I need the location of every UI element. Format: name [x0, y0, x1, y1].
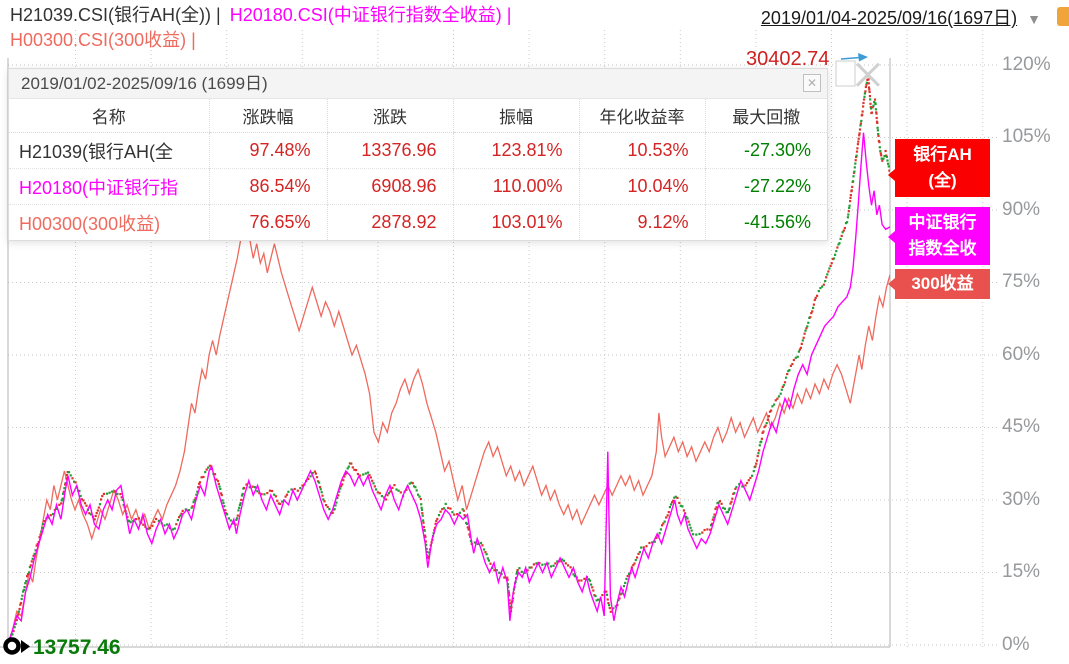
row-name: H21039(银行AH(全: [9, 132, 209, 169]
row-amplitude: 110.00%: [452, 168, 579, 205]
row-name: H20180(中证银行指: [9, 168, 209, 205]
y-axis-label-90: 90%: [1002, 199, 1041, 220]
stats-header-row: 名称 涨跌幅 涨跌 振幅 年化收益率 最大回撤: [9, 99, 827, 133]
col-change: 涨跌: [326, 99, 453, 133]
row-change-pct: 97.48%: [208, 132, 327, 169]
series-tag-csi-bank-tr: 中证银行 指数全收: [888, 207, 990, 265]
row-change: 13376.96: [326, 132, 453, 169]
max-arrow-icon: [840, 56, 861, 60]
row-amplitude: 123.81%: [452, 132, 579, 169]
min-value-label: 13757.46: [33, 636, 121, 659]
y-axis-label-105: 105%: [1002, 126, 1051, 147]
row-amplitude: 103.01%: [452, 204, 579, 240]
col-name: 名称: [9, 99, 209, 133]
row-change: 2878.92: [326, 204, 453, 240]
legend-h21039[interactable]: H21039.CSI(银行AH(全)) |: [10, 5, 221, 25]
series-300-return-line: [8, 219, 890, 646]
row-annualized: 10.53%: [578, 132, 705, 169]
stats-table: 名称 涨跌幅 涨跌 振幅 年化收益率 最大回撤 H21039(银行AH(全 97…: [9, 99, 827, 240]
series-tag-bank-ah: 银行AH (全): [888, 139, 990, 197]
y-axis-label-120: 120%: [1002, 54, 1051, 75]
max-point-marker: 30402.74: [746, 48, 881, 87]
col-annualized: 年化收益率: [578, 99, 705, 133]
tag-line: (全): [928, 171, 957, 190]
popup-close-icon[interactable]: ✕: [803, 74, 821, 92]
stats-popup: 2019/01/02-2025/09/16 (1699日) ✕ 名称 涨跌幅 涨…: [8, 68, 828, 241]
stats-popup-titlebar[interactable]: 2019/01/02-2025/09/16 (1699日) ✕: [9, 69, 827, 99]
tag-line: 指数全收: [908, 239, 977, 258]
row-max-drawdown: -27.22%: [704, 168, 827, 205]
date-range-text[interactable]: 2019/01/04-2025/09/16(1697日): [760, 8, 1018, 28]
col-change-pct: 涨跌幅: [208, 99, 327, 133]
col-amplitude: 振幅: [452, 99, 579, 133]
legend-line-2: H00300.CSI(300收益) |: [10, 28, 515, 53]
y-axis-label-0: 0%: [1002, 634, 1030, 655]
min-point-marker: 13757.46: [3, 636, 121, 659]
row-change-pct: 86.54%: [208, 168, 327, 205]
legend-line-1: H21039.CSI(银行AH(全)) | H20180.CSI(中证银行指数全…: [10, 3, 515, 28]
row-annualized: 9.12%: [578, 204, 705, 240]
row-name: H00300(300收益): [9, 204, 209, 240]
y-axis-label-75: 75%: [1002, 271, 1041, 292]
y-axis-label-15: 15%: [1002, 561, 1041, 582]
legend-h00300[interactable]: H00300.CSI(300收益) |: [10, 30, 196, 50]
panel-control-icon[interactable]: [835, 60, 856, 87]
y-axis-label-45: 45%: [1002, 416, 1041, 437]
date-range-selector[interactable]: 2019/01/04-2025/09/16(1697日) ▼: [761, 4, 1041, 30]
tag-line: 中证银行: [908, 213, 977, 232]
tag-line: 银行AH: [913, 145, 972, 164]
max-value-label: 30402.74: [746, 48, 829, 70]
row-change-pct: 76.65%: [208, 204, 327, 240]
panel-edge-icon[interactable]: [1057, 7, 1069, 26]
series-tag-300-return: 300收益: [888, 269, 990, 299]
table-row-h20180[interactable]: H20180(中证银行指 86.54% 6908.96 110.00% 10.0…: [9, 168, 827, 205]
row-annualized: 10.04%: [578, 168, 705, 205]
stats-popup-title: 2019/01/02-2025/09/16 (1699日): [21, 74, 268, 93]
tag-line: 300收益: [911, 274, 974, 293]
table-row-h00300[interactable]: H00300(300收益) 76.65% 2878.92 103.01% 9.1…: [9, 204, 827, 240]
y-axis-label-60: 60%: [1002, 344, 1041, 365]
series-csi-bank-tr-line: [8, 132, 890, 646]
chart-legend: H21039.CSI(银行AH(全)) | H20180.CSI(中证银行指数全…: [10, 3, 515, 53]
legend-h20180[interactable]: H20180.CSI(中证银行指数全收益) |: [229, 5, 512, 25]
row-max-drawdown: -41.56%: [704, 204, 827, 240]
chevron-down-icon[interactable]: ▼: [1027, 11, 1041, 27]
col-max-drawdown: 最大回撤: [704, 99, 827, 133]
row-max-drawdown: -27.30%: [704, 132, 827, 169]
y-axis-label-30: 30%: [1002, 489, 1041, 510]
row-change: 6908.96: [326, 168, 453, 205]
table-row-h21039[interactable]: H21039(银行AH(全 97.48% 13376.96 123.81% 10…: [9, 132, 827, 169]
